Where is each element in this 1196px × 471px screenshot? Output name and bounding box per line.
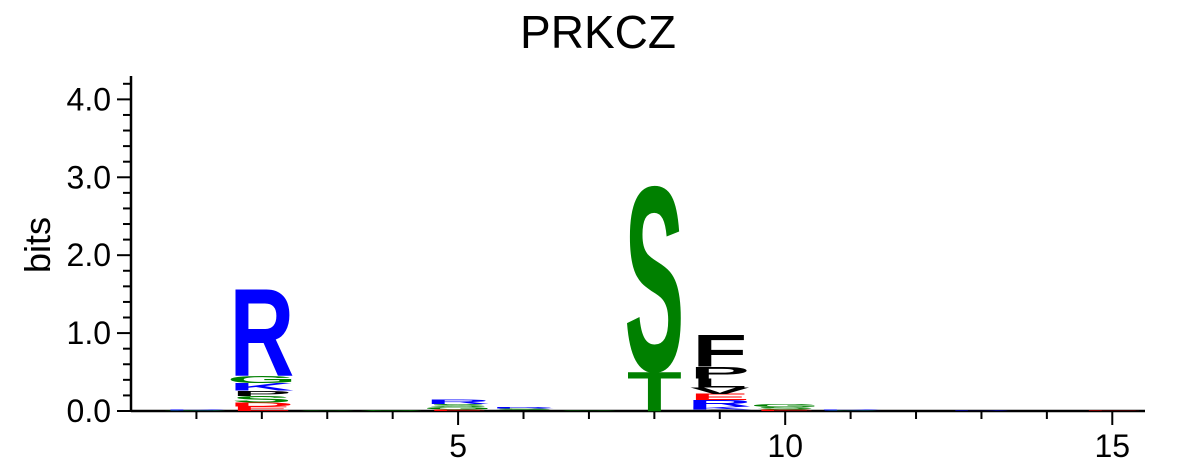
letter-stack-8: TS <box>624 131 684 427</box>
letter-R-pos-11: R <box>818 409 883 410</box>
letter-V-pos-9: V <box>690 386 751 396</box>
x-tick-label: 15 <box>1094 428 1130 464</box>
y-axis-label: bits <box>17 217 58 273</box>
y-tick-label: 3.0 <box>67 159 111 195</box>
letter-R-pos-13: R <box>949 410 1014 411</box>
letter-E-pos-9: E <box>690 392 750 402</box>
letter-K-pos-2: K <box>229 381 294 393</box>
letter-S-pos-2: S <box>232 395 292 405</box>
letter-D-pos-2: D <box>229 401 294 407</box>
x-tick-label: 5 <box>449 428 467 464</box>
letter-S-pos-4: S <box>363 410 423 411</box>
x-axis: 5 10 15 <box>131 409 1145 464</box>
letter-stack-13: AR <box>949 410 1014 411</box>
y-tick-label: 4.0 <box>67 81 111 117</box>
letter-L-pos-9: L <box>692 376 747 391</box>
letter-T-pos-8: T <box>627 360 682 423</box>
letter-stack-4: GAS <box>358 410 428 411</box>
letter-R-pos-6: R <box>491 406 556 408</box>
x-tick-label: 10 <box>767 428 803 464</box>
y-tick-label: 2.0 <box>67 237 111 273</box>
y-axis: 0.0 1.0 2.0 3.0 4.0 <box>67 76 133 429</box>
letter-G-pos-2: G <box>227 374 297 385</box>
letter-F-pos-9: F <box>692 326 747 377</box>
letter-S-pos-11: S <box>821 410 881 411</box>
letter-E-pos-5: E <box>428 409 488 411</box>
letter-stack-10: ESG <box>750 403 820 411</box>
letter-stack-6: PSR <box>491 406 556 411</box>
letter-R-pos-5: R <box>426 398 491 405</box>
letter-A-pos-9: A <box>687 409 752 411</box>
letter-G-pos-5: G <box>423 407 493 411</box>
letter-P-pos-2: P <box>232 389 292 397</box>
letter-G-pos-10: G <box>750 403 820 408</box>
letter-S-pos-5: S <box>428 403 488 408</box>
letter-E-pos-10: E <box>755 409 815 411</box>
letter-S-pos-10: S <box>755 407 815 411</box>
letter-K-pos-9: K <box>687 406 752 411</box>
letter-P-pos-9: P <box>690 364 750 382</box>
letter-R-pos-2: R <box>229 263 294 403</box>
letter-stack-11: SKR <box>818 409 883 411</box>
y-tick-label: 1.0 <box>67 315 111 351</box>
y-tick-label: 0.0 <box>67 393 111 429</box>
chart-title: PRKCZ <box>520 6 676 58</box>
letter-E-pos-2: E <box>232 405 292 412</box>
letter-P-pos-6: P <box>494 410 554 412</box>
letter-K-pos-11: K <box>818 410 883 411</box>
letter-S-pos-6: S <box>494 408 554 410</box>
letter-S-pos-8: S <box>624 131 684 427</box>
letter-R-pos-9: R <box>687 398 752 408</box>
